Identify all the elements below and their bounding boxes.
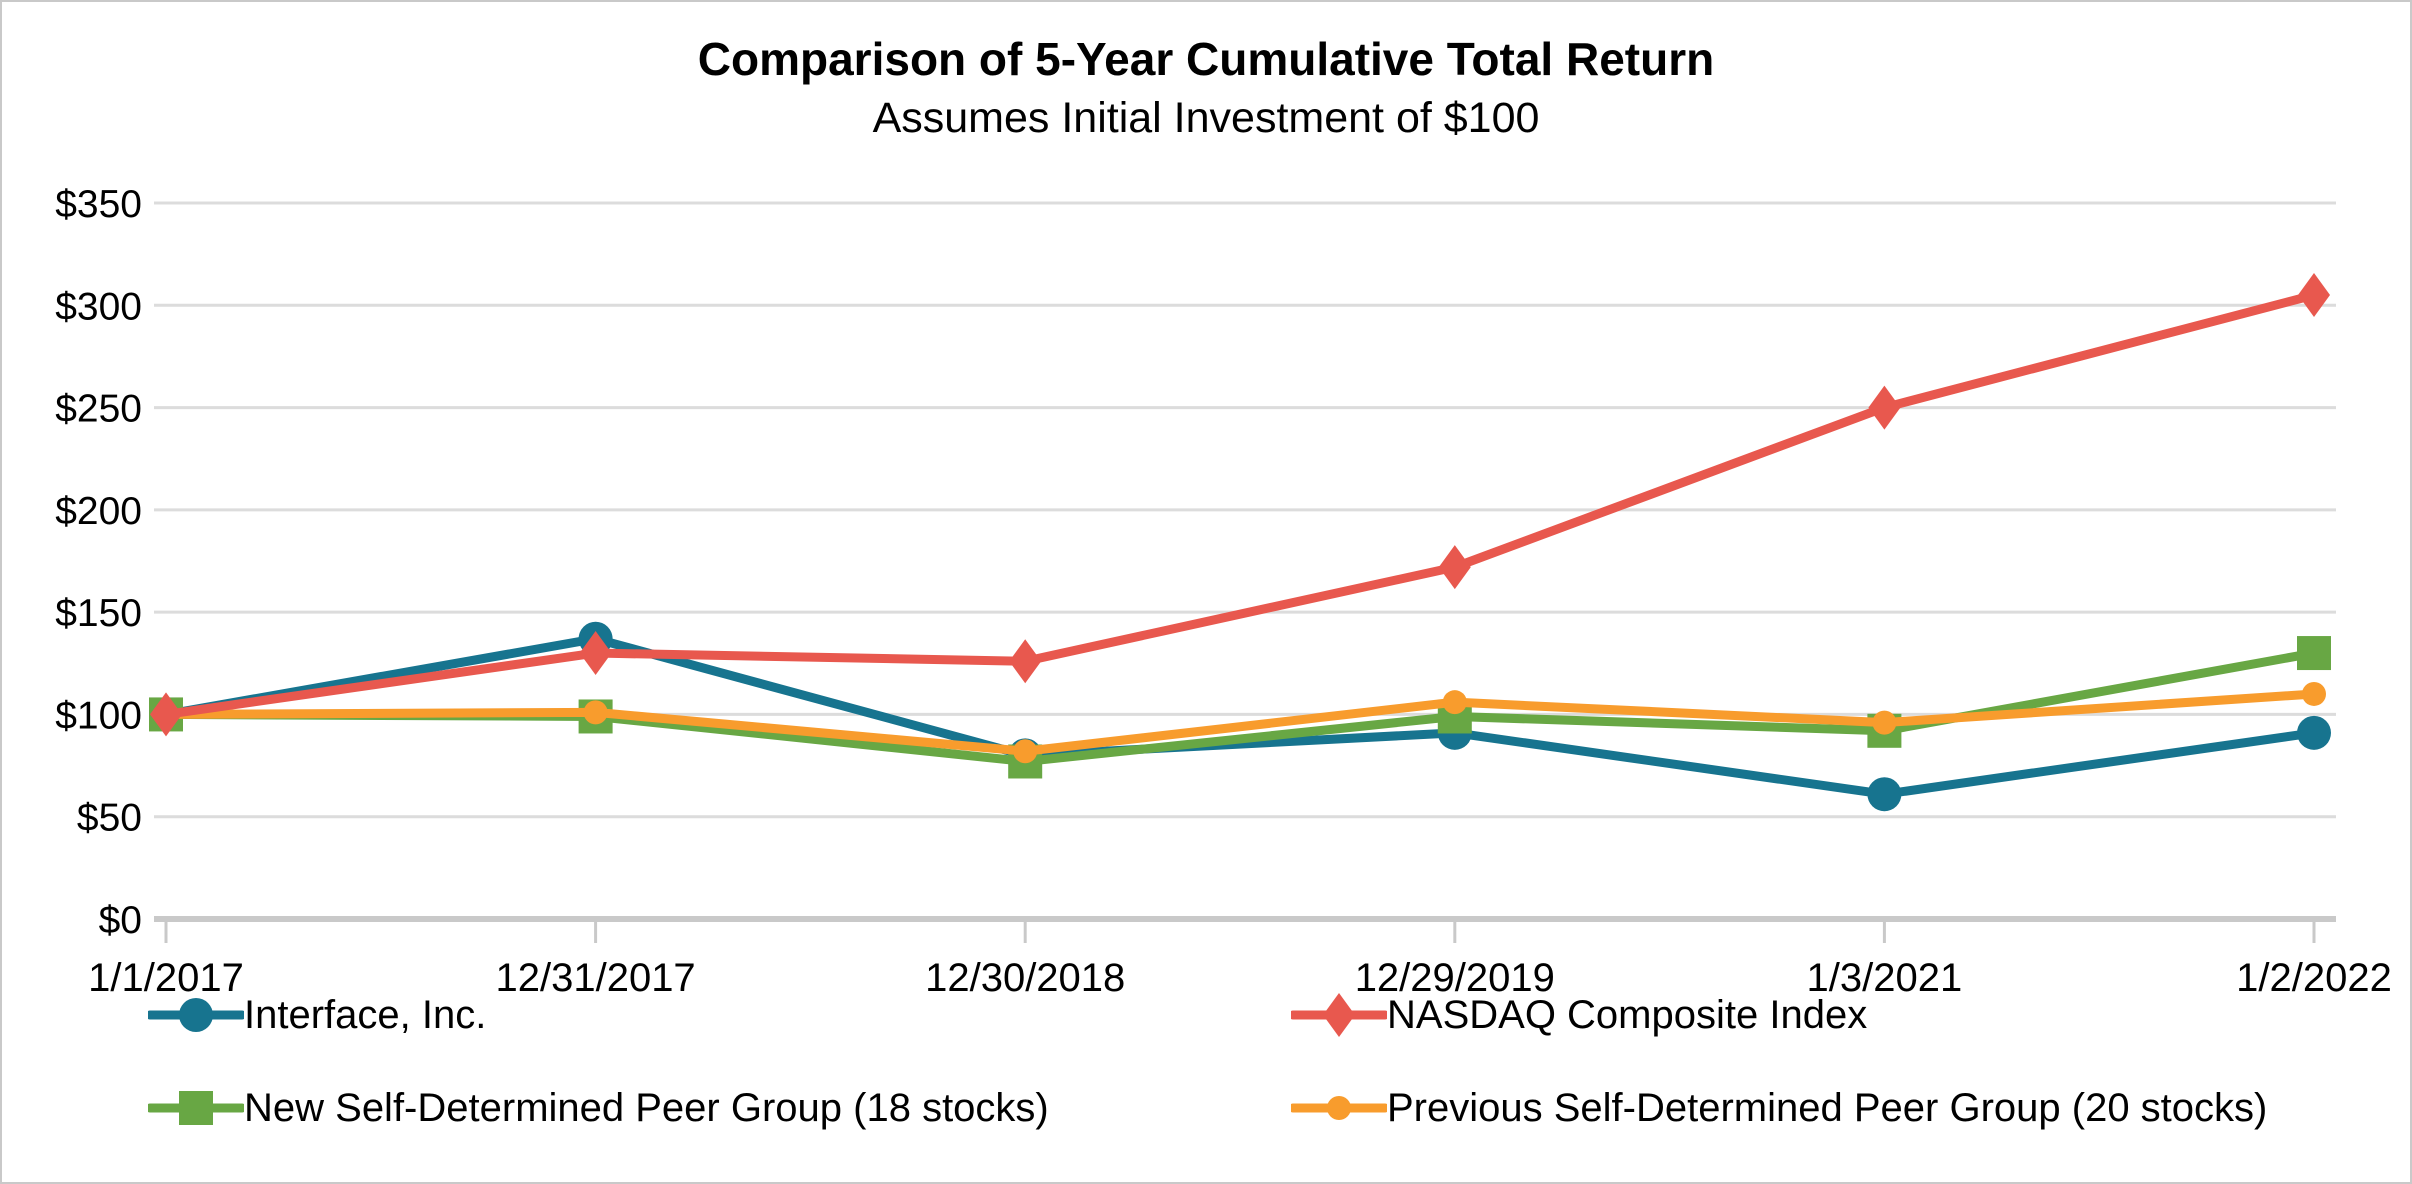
chart-subtitle: Assumes Initial Investment of $100 [872, 94, 1540, 142]
series-line-nasdaq-composite-index [161, 290, 2319, 719]
data-point-diamond-marker [579, 631, 612, 676]
new-peer-group-square-marker-icon [148, 1091, 244, 1125]
series-line-interface-inc [161, 634, 2319, 799]
data-point-circle-marker [1013, 739, 1038, 764]
data-point-circle-marker [2297, 715, 2331, 750]
data-point-diamond-marker [2298, 273, 2330, 318]
x-tick-label: 1/3/2021 [1807, 956, 1963, 1000]
data-point-circle-marker [1867, 777, 1902, 812]
y-axis-labels: $0 $50 $100 $150 $200 $250 $300 $350 [55, 183, 142, 942]
data-point-diamond-marker [1323, 993, 1355, 1037]
legend-label-nasdaq: NASDAQ Composite Index [1387, 993, 1868, 1037]
data-point-circle-marker [1442, 690, 1467, 715]
gridlines [154, 201, 2336, 922]
previous-peer-group-circle-marker-icon [1291, 1096, 1387, 1120]
data-point-diamond-marker [150, 692, 182, 737]
data-point-square-marker [2297, 636, 2331, 671]
x-tick-label: 12/30/2018 [925, 956, 1125, 1000]
y-tick-label: $350 [55, 183, 142, 226]
data-point-diamond-marker [1868, 385, 1901, 430]
x-tick-label: 1/2/2022 [2236, 956, 2392, 1000]
y-tick-label: $50 [77, 797, 142, 840]
y-tick-label: $150 [55, 592, 142, 635]
data-point-circle-marker [2302, 681, 2326, 706]
y-tick-label: $100 [55, 694, 142, 737]
legend-item-previous-peer-group: Previous Self-Determined Peer Group (20 … [1291, 1080, 2267, 1136]
legend-item-new-peer-group: New Self-Determined Peer Group (18 stock… [148, 1080, 1049, 1136]
series-line-previous-self-determined-peer-group-20-stocks [161, 689, 2319, 756]
legend-item-interface: Interface, Inc. [148, 987, 486, 1043]
y-tick-label: $0 [99, 899, 142, 942]
data-point-square-marker [179, 1091, 213, 1125]
legend-label-interface: Interface, Inc. [244, 993, 487, 1037]
data-point-circle-marker [179, 998, 213, 1032]
data-point-diamond-marker [1009, 639, 1042, 684]
chart-title: Comparison of 5-Year Cumulative Total Re… [697, 33, 1715, 85]
data-point-diamond-marker [1438, 545, 1471, 590]
nasdaq-diamond-marker-icon [1291, 993, 1387, 1037]
interface-circle-marker-icon [148, 998, 244, 1032]
y-tick-label: $300 [55, 285, 142, 328]
data-point-circle-marker [583, 700, 608, 725]
legend-label-previous-peer-group: Previous Self-Determined Peer Group (20 … [1387, 1086, 2268, 1130]
x-tick-label: 1/1/2017 [88, 956, 244, 1000]
x-tick-label: 12/29/2019 [1355, 956, 1555, 1000]
x-tick-label: 12/31/2017 [495, 956, 695, 1000]
legend-item-nasdaq: NASDAQ Composite Index [1291, 987, 1867, 1043]
x-axis: 1/1/2017 12/31/2017 12/30/2018 12/29/2019 1/… [88, 922, 2392, 1000]
legend-label-new-peer-group: New Self-Determined Peer Group (18 stock… [244, 1086, 1049, 1130]
y-tick-label: $200 [55, 490, 142, 533]
series-previous-self-determined-peer-group-20-stocks [154, 681, 2326, 764]
y-tick-label: $250 [55, 388, 142, 431]
series-nasdaq-composite-index [150, 273, 2330, 737]
data-point-circle-marker [1872, 710, 1897, 735]
data-point-circle-marker [1327, 1096, 1351, 1120]
